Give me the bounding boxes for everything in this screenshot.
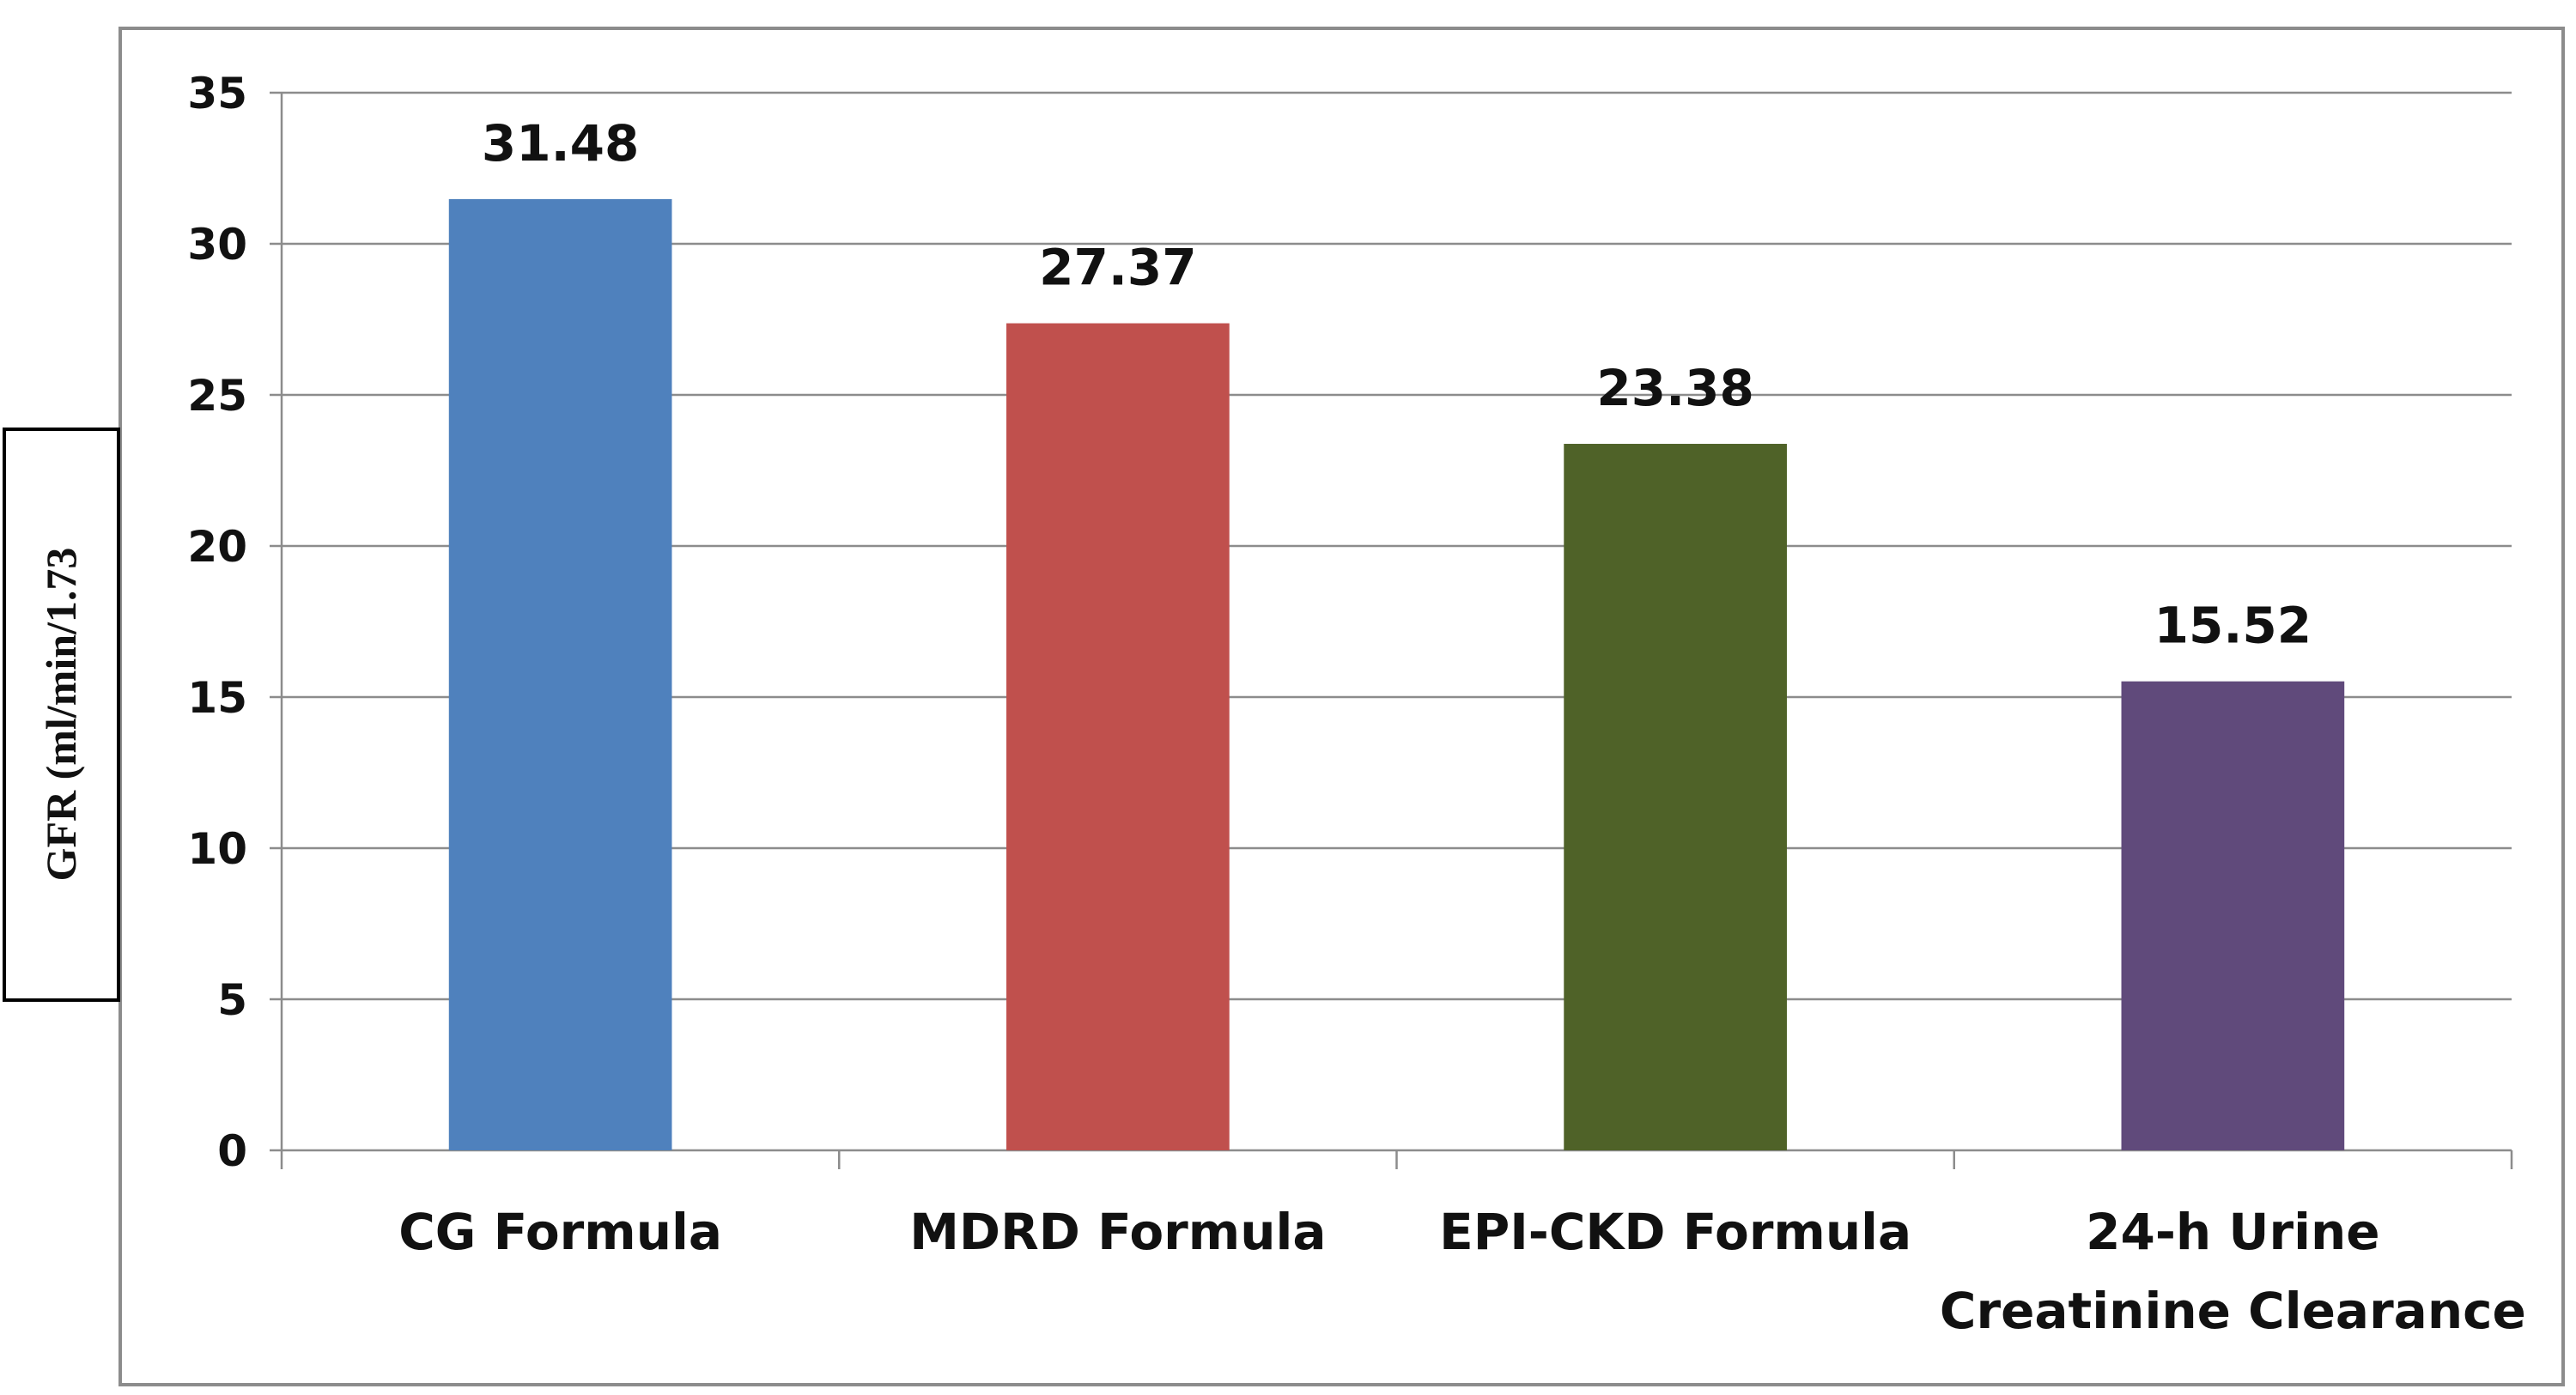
x-tick-label-line: CG Formula [398,1203,722,1261]
y-tick-label: 20 [187,522,247,572]
y-tick-label: 5 [217,975,247,1025]
y-axis-label-box: GFR (ml/min/1.73 [3,428,120,1002]
data-label: 31.48 [482,114,639,173]
y-tick-label: 15 [187,673,247,723]
data-label: 23.38 [1596,359,1753,417]
bar [448,198,672,1150]
x-tick-label-line: 24-h Urine [2086,1203,2379,1261]
bar [1006,323,1230,1150]
x-tick-label: 24-h Urine Creatinine Clearance [1940,1203,2526,1340]
x-tick-label-line: EPI-CKD Formula [1439,1203,1911,1261]
labels: 0 5 10 15 20 25 30 35 31.48 CG Formula 27.37 MDRD F… [187,69,2525,1340]
x-tick-label: MDRD Formula [909,1203,1326,1261]
bars [448,198,2345,1150]
bar [2121,681,2345,1150]
y-tick-label: 25 [187,371,247,421]
y-tick-label: 0 [217,1126,247,1176]
y-tick-label: 35 [187,69,247,118]
y-tick-label: 30 [187,220,247,270]
y-axis-label: GFR (ml/min/1.73 [37,548,85,882]
y-axis-label-frame [3,428,120,1002]
x-tick-label: EPI-CKD Formula [1439,1203,1911,1261]
data-label: 15.52 [2154,597,2312,655]
y-tick-label: 10 [187,824,247,874]
x-tick-label-line: Creatinine Clearance [1940,1282,2526,1340]
x-tick-label: CG Formula [398,1203,722,1261]
x-tick-label-line: MDRD Formula [909,1203,1326,1261]
bar [1564,444,1787,1150]
data-label: 27.37 [1039,239,1196,297]
